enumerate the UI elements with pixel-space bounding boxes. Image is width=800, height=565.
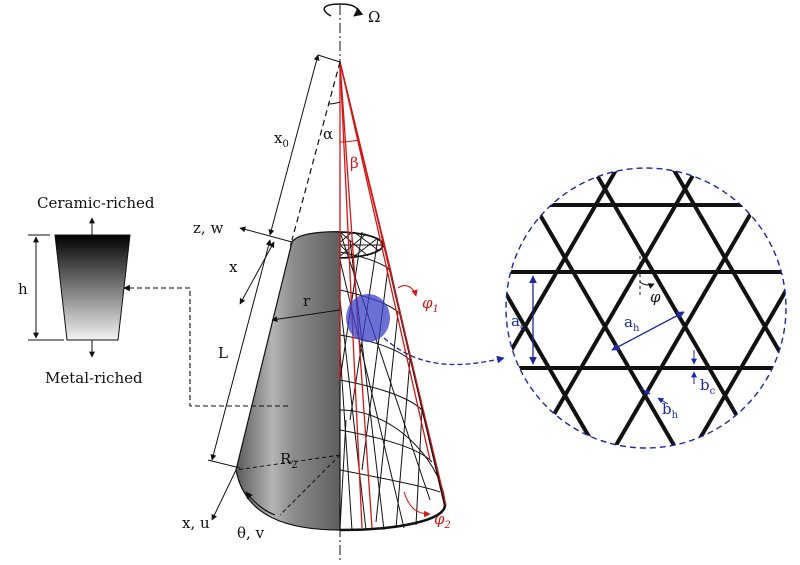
ac-label: ac	[511, 312, 526, 333]
alpha-arc	[327, 101, 341, 105]
shell-half-cone	[235, 231, 341, 531]
bh-label: bh	[662, 400, 679, 421]
dimension-x0	[268, 54, 341, 236]
beta-label: β	[350, 154, 359, 172]
zoom-connector	[383, 337, 505, 366]
ceramic-label: Ceramic-riched	[37, 194, 155, 212]
rotation-arrow-icon	[323, 3, 364, 17]
phi2-label: φ2	[434, 510, 451, 531]
x-label: x	[229, 258, 238, 276]
dimension-x	[239, 241, 275, 305]
fgm-connector	[123, 284, 288, 407]
h-label: h	[18, 280, 28, 298]
ah-label: ah	[624, 313, 640, 334]
red-generator-lines	[339, 61, 447, 529]
phi-label: φ	[650, 288, 661, 306]
r-label: r	[303, 292, 311, 310]
dashed-generator	[291, 61, 341, 241]
phi1-pointer	[397, 285, 418, 297]
x0-label: x0	[274, 129, 289, 150]
svg-text:R2: R2	[280, 450, 298, 471]
L-label: L	[218, 344, 228, 362]
x-u-label: x, u	[182, 514, 210, 532]
fgm-profile	[28, 217, 131, 358]
phi1-label: φ1	[422, 294, 439, 315]
alpha-label: α	[323, 125, 333, 143]
r2-label: R2	[280, 450, 298, 471]
axis-z-w	[239, 226, 293, 243]
dimension-L	[207, 239, 272, 469]
phi2-pointer	[403, 491, 431, 518]
beta-arc	[339, 139, 359, 143]
axis-theta-v	[245, 491, 276, 516]
metal-label: Metal-riched	[45, 369, 143, 387]
bc-label: bc	[700, 376, 716, 397]
z-w-label: z, w	[193, 219, 223, 237]
omega-label: Ω	[368, 8, 380, 26]
lattice-half-cone	[339, 231, 447, 532]
dimension-r	[271, 309, 341, 323]
axis-x-u	[211, 469, 237, 521]
lattice-unit-highlight	[346, 294, 390, 342]
theta-v-label: θ, v	[237, 524, 265, 542]
zoom-lattice	[505, 167, 787, 449]
